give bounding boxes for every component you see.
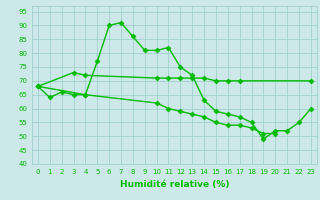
X-axis label: Humidité relative (%): Humidité relative (%) — [120, 180, 229, 189]
